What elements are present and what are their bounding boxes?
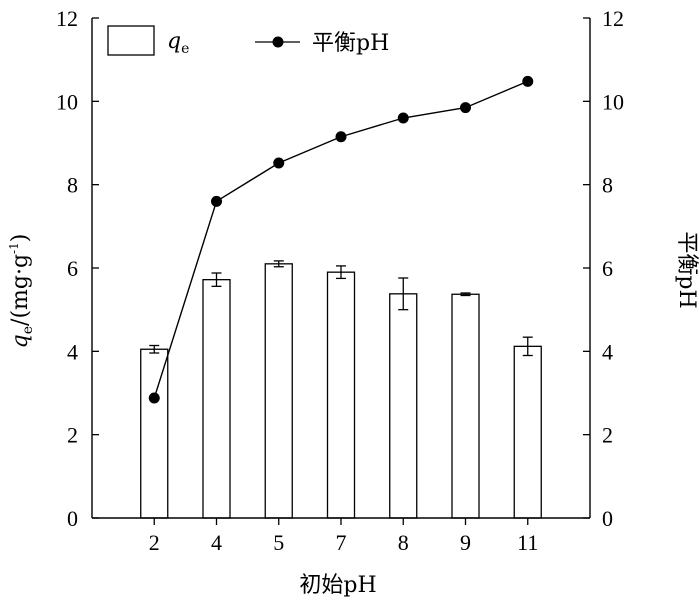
equilibrium-ph-point bbox=[273, 157, 285, 169]
axes-layer: 0 0 2 2 4 4 6 6 8 8 10 10 12 12 2 4 5 7 8 9 11 bbox=[56, 6, 624, 555]
legend-bar-label: qe bbox=[167, 29, 189, 57]
y-tick-label-left: 12 bbox=[56, 6, 78, 31]
equilibrium-ph-point bbox=[397, 112, 409, 124]
equilibrium-ph-point bbox=[460, 102, 471, 114]
y-tick-label-right: 12 bbox=[602, 6, 624, 31]
y-tick-label-left: 6 bbox=[67, 256, 78, 281]
x-tick-label: 4 bbox=[211, 530, 222, 555]
x-tick-label: 8 bbox=[398, 530, 409, 555]
legend-bar-swatch bbox=[107, 25, 155, 56]
y-axis-title-right: 平衡pH bbox=[674, 231, 699, 308]
equilibrium-ph-point bbox=[148, 392, 160, 404]
bar bbox=[389, 293, 418, 519]
y-tick-label-right: 2 bbox=[602, 423, 613, 448]
y-tick-label-right: 6 bbox=[602, 256, 613, 281]
line-layer bbox=[148, 75, 534, 404]
y-tick-label-right: 8 bbox=[602, 173, 613, 198]
bar bbox=[451, 293, 480, 519]
y-tick-label-left: 4 bbox=[67, 339, 78, 364]
x-axis-title: 初始pH bbox=[299, 573, 376, 598]
x-tick-label: 2 bbox=[149, 530, 160, 555]
x-tick-label: 5 bbox=[273, 530, 284, 555]
y-tick-label-right: 4 bbox=[602, 339, 613, 364]
legend: qe 平衡pH bbox=[107, 25, 389, 57]
y-tick-label-left: 8 bbox=[67, 173, 78, 198]
y-tick-label-left: 0 bbox=[67, 506, 78, 531]
y-tick-label-right: 10 bbox=[602, 89, 624, 114]
bar bbox=[140, 348, 169, 519]
bars-layer bbox=[140, 260, 542, 519]
bar bbox=[264, 263, 293, 519]
y-axis-title-left: qe/(mg·g-1) bbox=[7, 234, 36, 349]
y-tick-label-left: 10 bbox=[56, 89, 78, 114]
legend-line-marker bbox=[272, 36, 284, 48]
bar bbox=[202, 279, 231, 519]
x-tick-label: 11 bbox=[517, 530, 538, 555]
bar bbox=[513, 345, 542, 519]
equilibrium-ph-point bbox=[335, 131, 347, 143]
equilibrium-ph-point bbox=[211, 195, 222, 207]
bar bbox=[326, 271, 356, 519]
x-tick-label: 9 bbox=[460, 530, 471, 555]
legend-line-label: 平衡pH bbox=[312, 31, 389, 56]
y-tick-label-left: 2 bbox=[67, 423, 78, 448]
y-tick-label-right: 0 bbox=[602, 506, 613, 531]
x-tick-label: 7 bbox=[336, 530, 347, 555]
equilibrium-ph-point bbox=[522, 75, 534, 87]
